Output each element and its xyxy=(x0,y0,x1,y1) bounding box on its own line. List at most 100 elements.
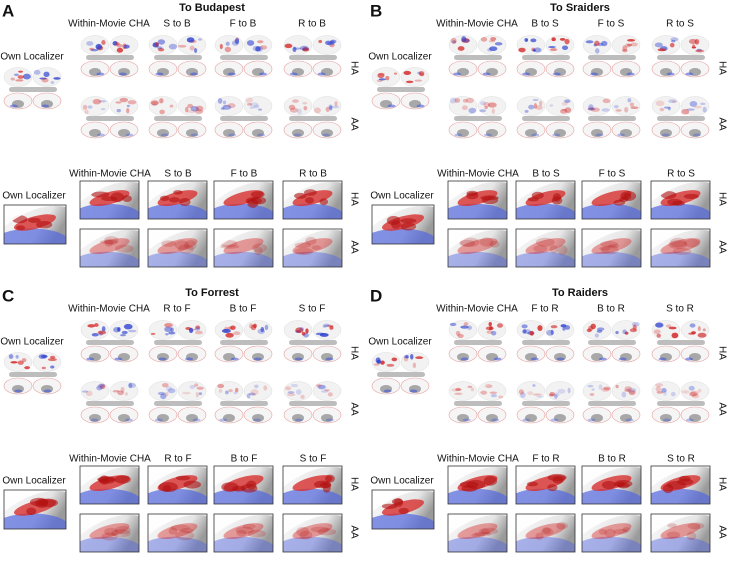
cerebellum-strip xyxy=(86,401,134,406)
activation-blob xyxy=(654,42,663,48)
activation-blob xyxy=(376,359,381,364)
activation-blob xyxy=(587,107,596,111)
red-region xyxy=(591,523,632,540)
brain-surface xyxy=(148,35,207,78)
red-region xyxy=(159,195,170,201)
activation-blob xyxy=(550,325,558,329)
activation-blob xyxy=(253,323,257,329)
red-region xyxy=(294,247,314,256)
red-region xyxy=(591,238,632,255)
activation-blob xyxy=(323,323,330,327)
activation-blob xyxy=(84,109,89,115)
blue-region xyxy=(4,513,66,529)
hemisphere-lateral xyxy=(109,96,139,116)
activation-blob xyxy=(627,98,632,103)
zoom-frame xyxy=(79,513,140,553)
red-region xyxy=(162,485,172,492)
activation-blob xyxy=(177,44,187,48)
activation-blob xyxy=(285,386,292,391)
activation-blob xyxy=(301,331,306,336)
activation-blob xyxy=(245,97,254,103)
activation-blob xyxy=(225,390,229,395)
red-region xyxy=(459,481,479,488)
brain-surface xyxy=(448,35,507,78)
activation-blob xyxy=(532,393,542,396)
red-region xyxy=(303,189,317,196)
activation-blob xyxy=(461,36,467,42)
hemisphere-lateral xyxy=(371,352,401,372)
cerebellum-strip xyxy=(220,55,268,60)
activation-blob xyxy=(598,384,603,390)
zoom-frame xyxy=(447,180,508,220)
activation-blob xyxy=(8,354,14,359)
activation-blob xyxy=(688,332,695,335)
red-region xyxy=(623,193,632,201)
column-header: R to F xyxy=(163,304,190,315)
activation-blob xyxy=(305,328,309,334)
brain-edge xyxy=(214,466,273,487)
zoom-frame xyxy=(79,228,140,268)
column-header: F to R xyxy=(531,304,558,315)
activation-blob xyxy=(564,99,571,103)
activation-blob xyxy=(126,107,130,114)
zoom-frame xyxy=(515,465,576,505)
activation-blob xyxy=(668,326,677,330)
row-label: HA xyxy=(716,477,727,491)
activation-blob xyxy=(325,40,332,45)
activation-blob xyxy=(327,392,333,397)
activation-blob xyxy=(289,107,299,113)
activation-blob xyxy=(116,47,124,53)
activation-blob xyxy=(316,384,322,387)
blue-region xyxy=(372,228,434,244)
red-region xyxy=(400,218,417,224)
brain-surface xyxy=(651,35,710,78)
activation-blob xyxy=(164,326,173,333)
brain-surface xyxy=(516,96,575,139)
red-region xyxy=(97,476,115,483)
activation-blob xyxy=(318,39,323,44)
brain-edge xyxy=(4,205,66,227)
activation-blob xyxy=(602,98,611,104)
cerebellum-strip xyxy=(657,340,705,345)
activation-blob xyxy=(585,40,594,44)
brain-surface xyxy=(448,96,507,139)
hemisphere-lateral xyxy=(32,352,62,372)
activation-blob xyxy=(119,97,129,103)
activation-blob xyxy=(522,72,531,76)
brain-edge xyxy=(448,229,507,250)
zoom-frame xyxy=(282,180,343,220)
brain-surface xyxy=(214,35,273,78)
red-region xyxy=(91,191,110,198)
red-region xyxy=(660,191,677,199)
activation-blob xyxy=(322,325,327,328)
activation-blob xyxy=(412,362,417,369)
activation-blob xyxy=(184,106,189,113)
activation-blob xyxy=(157,391,166,396)
activation-blob xyxy=(99,384,106,390)
activation-blob xyxy=(624,386,632,391)
cerebellum-strip xyxy=(657,55,705,60)
activation-blob xyxy=(550,329,554,335)
activation-blob xyxy=(247,102,253,106)
hemisphere-lateral xyxy=(582,320,612,340)
activation-blob xyxy=(249,106,255,109)
red-region xyxy=(551,196,563,205)
zoom-frame xyxy=(3,489,67,530)
activation-blob xyxy=(391,357,398,362)
activation-blob xyxy=(195,391,199,398)
brain-surface xyxy=(582,96,641,139)
activation-blob xyxy=(297,108,302,115)
blue-region xyxy=(582,251,641,267)
activation-blob xyxy=(258,108,263,111)
activation-blob xyxy=(43,71,50,77)
activation-blob xyxy=(189,45,195,51)
activation-blob xyxy=(50,355,56,359)
brain-surface xyxy=(80,35,139,78)
red-region xyxy=(89,523,130,540)
column-header: Within-Movie CHA xyxy=(436,19,518,30)
activation-blob xyxy=(158,357,167,361)
zoomed-surface xyxy=(651,466,710,504)
zoomed-surface xyxy=(80,514,139,552)
red-region xyxy=(180,528,194,534)
medial-wall xyxy=(486,129,498,137)
